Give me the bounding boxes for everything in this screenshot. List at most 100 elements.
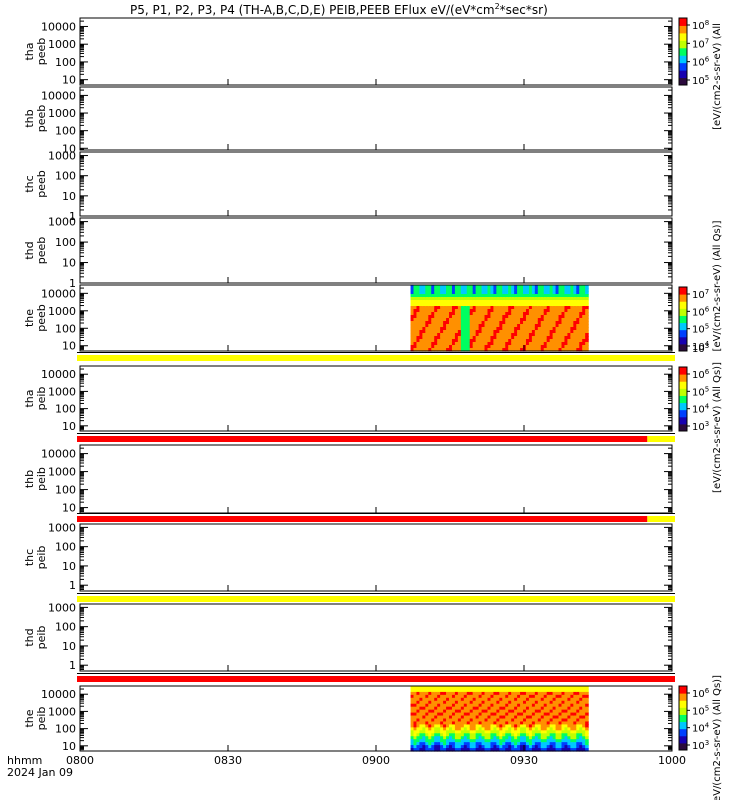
spectrogram-cell xyxy=(552,300,557,304)
spectrogram-cell xyxy=(443,342,447,346)
spectrogram-cell xyxy=(511,333,515,337)
spectrogram-cell xyxy=(434,291,438,295)
spectrogram-cell xyxy=(517,300,521,304)
spectrogram-cell xyxy=(582,339,586,343)
spectrogram-cell xyxy=(478,730,483,734)
spectrogram-cell xyxy=(454,285,459,289)
spectrogram-cell xyxy=(454,733,459,737)
spectrogram-cell xyxy=(525,294,530,298)
spectrogram-cell xyxy=(570,342,574,346)
spectrogram-cell xyxy=(443,739,447,743)
spectrogram-cell xyxy=(446,706,450,711)
spectrogram-cell xyxy=(428,703,432,708)
colorbar-swatch xyxy=(679,329,687,338)
spectrogram-cell xyxy=(523,327,527,331)
spectrogram-cell xyxy=(449,718,453,723)
spectrogram-cell xyxy=(502,303,506,307)
spectrogram-cell xyxy=(443,297,447,301)
spectrogram-cell xyxy=(564,691,569,696)
colorbar-tick-label: 105 xyxy=(692,323,709,336)
spectrogram-cell xyxy=(463,318,468,322)
spectrogram-cell xyxy=(561,691,566,696)
spectrogram-cell xyxy=(514,742,518,746)
spectrogram-cell xyxy=(517,712,521,717)
spectrogram-cell xyxy=(434,348,438,352)
spectrogram-cell xyxy=(487,336,492,340)
colorbar-tick-label: 104 xyxy=(692,722,710,735)
spectrogram-cell xyxy=(428,294,432,298)
spectrogram-cell xyxy=(558,715,563,720)
spectrogram-cell xyxy=(431,724,435,728)
spectrogram-cell xyxy=(463,715,468,720)
spectrogram-cell xyxy=(469,733,474,737)
spectrogram-cell xyxy=(440,306,444,310)
spectrogram-cell xyxy=(419,697,423,702)
spectrogram-cell xyxy=(413,745,418,749)
spectrogram-cell xyxy=(558,730,563,734)
spectrogram-cell xyxy=(487,727,492,731)
spectrogram-cell xyxy=(440,691,444,696)
spectrogram-cell xyxy=(576,327,580,331)
spectrogram-cell xyxy=(508,715,512,720)
spectrogram-cell xyxy=(523,321,527,325)
spectrogram-cell xyxy=(511,342,515,346)
colorbar-tick-label: 103 xyxy=(692,739,709,752)
spectrogram-cell xyxy=(463,300,468,304)
spectrogram-cell xyxy=(573,336,577,340)
spectrogram-cell xyxy=(499,688,503,693)
spectrogram-cell xyxy=(466,700,471,705)
spectrogram-cell xyxy=(585,721,589,726)
spectrogram-cell xyxy=(475,330,480,334)
spectrogram-cell xyxy=(523,724,527,728)
spectrogram-cell xyxy=(537,709,542,714)
spectrogram-cell xyxy=(546,327,551,331)
spectrogram-cell xyxy=(454,339,459,343)
spectrogram-cell xyxy=(472,721,477,726)
spectrogram-cell xyxy=(520,327,524,331)
spectrogram-cell xyxy=(466,706,471,711)
spectrogram-cell xyxy=(457,686,462,690)
spectrogram-cell xyxy=(460,342,465,346)
spectrogram-cell xyxy=(549,694,554,699)
spectrogram-cell xyxy=(528,318,533,322)
spectrogram-cell xyxy=(437,739,441,743)
spectrogram-cell xyxy=(451,318,456,322)
spectrogram-cell xyxy=(546,309,551,313)
spectrogram-cell xyxy=(475,697,480,702)
spectrogram-cell xyxy=(446,709,450,714)
spectrogram-cell xyxy=(549,730,554,734)
spectrogram-cell xyxy=(425,700,429,705)
spectrogram-cell xyxy=(525,724,530,728)
spectrogram-cell xyxy=(431,294,435,298)
spectrogram-cell xyxy=(517,294,521,298)
y-tick-label: 1000 xyxy=(48,216,76,229)
spectrogram-cell xyxy=(478,321,483,325)
spectrogram-cell xyxy=(564,688,569,693)
spectrogram-cell xyxy=(499,303,503,307)
spectrogram-cell xyxy=(493,315,497,319)
spectrogram-cell xyxy=(531,733,536,737)
spectrogram-cell xyxy=(490,706,495,711)
spectrogram-cell xyxy=(449,306,453,310)
spectrogram-cell xyxy=(549,324,554,328)
spectrogram-cell xyxy=(576,718,580,723)
spectrogram-cell xyxy=(579,321,583,325)
spectrogram-cell xyxy=(520,336,524,340)
spectrogram-cell xyxy=(546,715,551,720)
spectrogram-cell xyxy=(440,745,444,749)
spectrogram-cell xyxy=(493,324,497,328)
spectrogram-cell xyxy=(428,345,432,349)
spectrogram-cell xyxy=(460,686,465,690)
spectrogram-cell xyxy=(528,294,533,298)
spectrogram-cell xyxy=(457,336,462,340)
spectrogram-cell xyxy=(558,297,563,301)
spectrogram-cell xyxy=(451,348,456,352)
y-tick-label: 100 xyxy=(55,541,76,554)
spectrogram-cell xyxy=(440,748,444,752)
spectrogram-cell xyxy=(502,345,506,349)
spectrogram-cell xyxy=(428,730,432,734)
spectrogram-cell xyxy=(564,336,569,340)
spectrogram-cell xyxy=(463,742,468,746)
colorbar-swatch xyxy=(679,742,687,751)
spectrogram-cell xyxy=(520,700,524,705)
